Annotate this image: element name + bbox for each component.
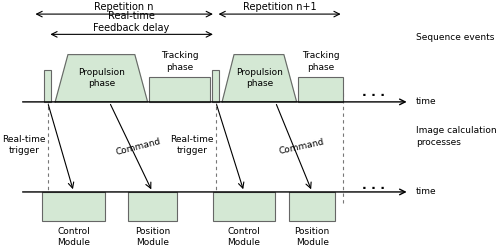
Text: Control
Module: Control Module: [57, 227, 90, 247]
Bar: [42, 192, 105, 221]
Text: Real-time
Feedback delay: Real-time Feedback delay: [94, 11, 170, 33]
Text: time: time: [416, 97, 436, 106]
Text: . . .: . . .: [362, 86, 385, 99]
Text: . . .: . . .: [362, 179, 385, 192]
Text: Repetition n: Repetition n: [94, 2, 154, 12]
Polygon shape: [55, 55, 148, 102]
Bar: [212, 192, 276, 221]
Text: Real-time
trigger: Real-time trigger: [2, 135, 46, 155]
Text: Real-time
trigger: Real-time trigger: [170, 135, 214, 155]
Text: Position
Module: Position Module: [294, 227, 330, 247]
Bar: [149, 77, 210, 102]
Text: Propulsion
phase: Propulsion phase: [78, 68, 125, 88]
Text: time: time: [416, 187, 436, 196]
Text: Repetition n+1: Repetition n+1: [243, 2, 316, 12]
Text: Tracking
phase: Tracking phase: [302, 51, 340, 71]
Bar: [290, 192, 335, 221]
Text: Control
Module: Control Module: [228, 227, 260, 247]
Text: Propulsion
phase: Propulsion phase: [236, 68, 283, 88]
Text: Command: Command: [115, 137, 162, 157]
Bar: [212, 70, 219, 102]
Text: Sequence events: Sequence events: [416, 33, 494, 42]
Bar: [128, 192, 178, 221]
Bar: [44, 70, 51, 102]
Polygon shape: [222, 55, 296, 102]
Text: Position
Module: Position Module: [135, 227, 170, 247]
Text: Command: Command: [278, 138, 325, 156]
Bar: [298, 77, 344, 102]
Text: Tracking
phase: Tracking phase: [160, 51, 198, 71]
Text: Image calculation
processes: Image calculation processes: [416, 126, 496, 147]
